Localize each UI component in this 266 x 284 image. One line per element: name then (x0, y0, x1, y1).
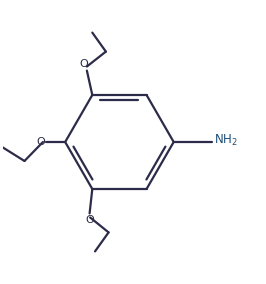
Text: NH$_2$: NH$_2$ (214, 133, 238, 148)
Text: O: O (85, 215, 94, 225)
Text: O: O (80, 59, 89, 69)
Text: O: O (36, 137, 45, 147)
